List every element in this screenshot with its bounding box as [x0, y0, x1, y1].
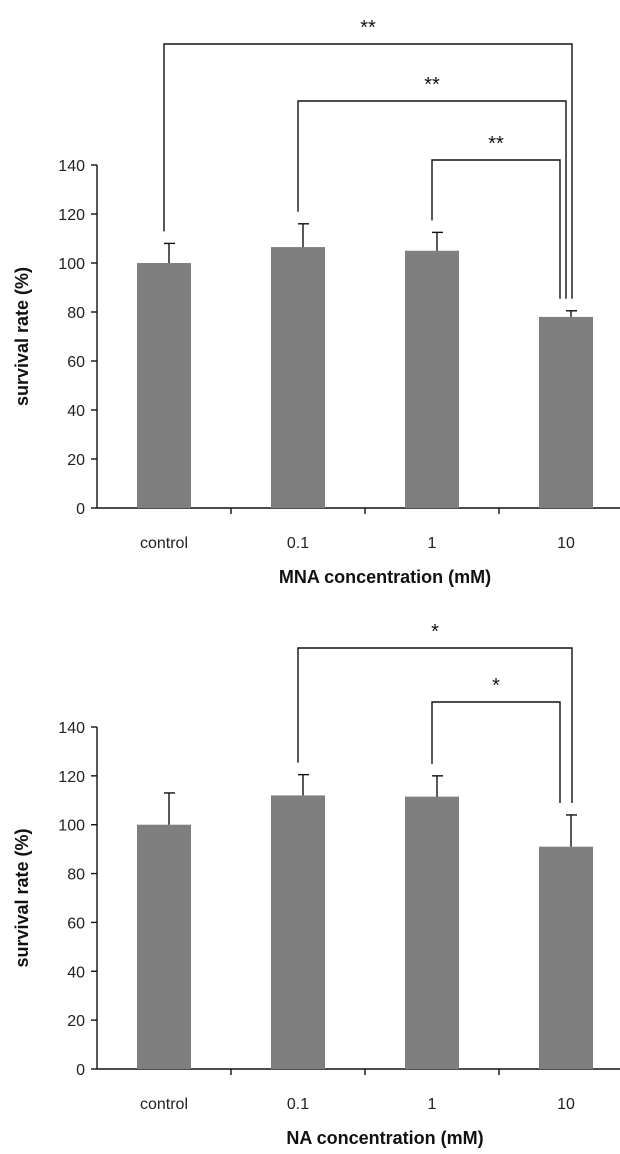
y-axis-title: survival rate (%): [12, 828, 32, 967]
bar-control: [137, 263, 191, 508]
x-axis-title: NA concentration (mM): [286, 1128, 483, 1148]
significance-label: *: [431, 621, 439, 643]
significance-bracket: [297, 647, 573, 803]
x-tick-label: 1: [428, 535, 437, 552]
y-tick-label: 120: [58, 207, 85, 224]
x-tick-label: 10: [557, 535, 575, 552]
y-tick-label: 0: [76, 501, 85, 518]
y-tick-label: 100: [58, 818, 85, 835]
significance-bracket: [431, 159, 561, 299]
x-tick-label: 1: [428, 1096, 437, 1113]
y-tick-label: 80: [67, 305, 85, 322]
x-tick-label: 10: [557, 1096, 575, 1113]
y-tick-label: 60: [67, 354, 85, 371]
x-tick-label: 0.1: [287, 1096, 309, 1113]
significance-bracket: [163, 43, 573, 299]
bar-0.1: [271, 795, 325, 1069]
chart-2: 0 20 40 60 80 100 120 140 control 0.1 1 10 NA concen…: [12, 621, 620, 1148]
bar-0.1: [271, 247, 325, 508]
y-tick-label: 120: [58, 769, 85, 786]
bar-1: [405, 796, 459, 1069]
x-tick-label: control: [140, 535, 188, 552]
bar-10: [539, 316, 593, 508]
y-tick-label: 40: [67, 964, 85, 981]
y-tick-label: 140: [58, 720, 85, 737]
chart-1: 0 20 40 60 80 100 120 140 control 0.1 1 10 MNA conce…: [12, 17, 620, 587]
x-tick-label: 0.1: [287, 535, 309, 552]
bar-10: [539, 846, 593, 1069]
x-axis-title: MNA concentration (mM): [279, 567, 491, 587]
y-tick-label: 20: [67, 452, 85, 469]
y-tick-label: 20: [67, 1013, 85, 1030]
y-tick-label: 40: [67, 403, 85, 420]
significance-label: **: [424, 74, 440, 96]
significance-bracket: [431, 701, 561, 803]
y-axis-title: survival rate (%): [12, 267, 32, 406]
significance-label: **: [360, 17, 376, 39]
y-tick-label: 140: [58, 158, 85, 175]
y-tick-label: 100: [58, 256, 85, 273]
x-tick-label: control: [140, 1096, 188, 1113]
significance-bracket: [297, 100, 567, 299]
bar-1: [405, 250, 459, 508]
significance-label: *: [492, 675, 500, 697]
bar-control: [137, 824, 191, 1069]
y-tick-label: 60: [67, 915, 85, 932]
y-tick-label: 0: [76, 1062, 85, 1079]
y-tick-label: 80: [67, 867, 85, 884]
significance-label: **: [488, 133, 504, 155]
